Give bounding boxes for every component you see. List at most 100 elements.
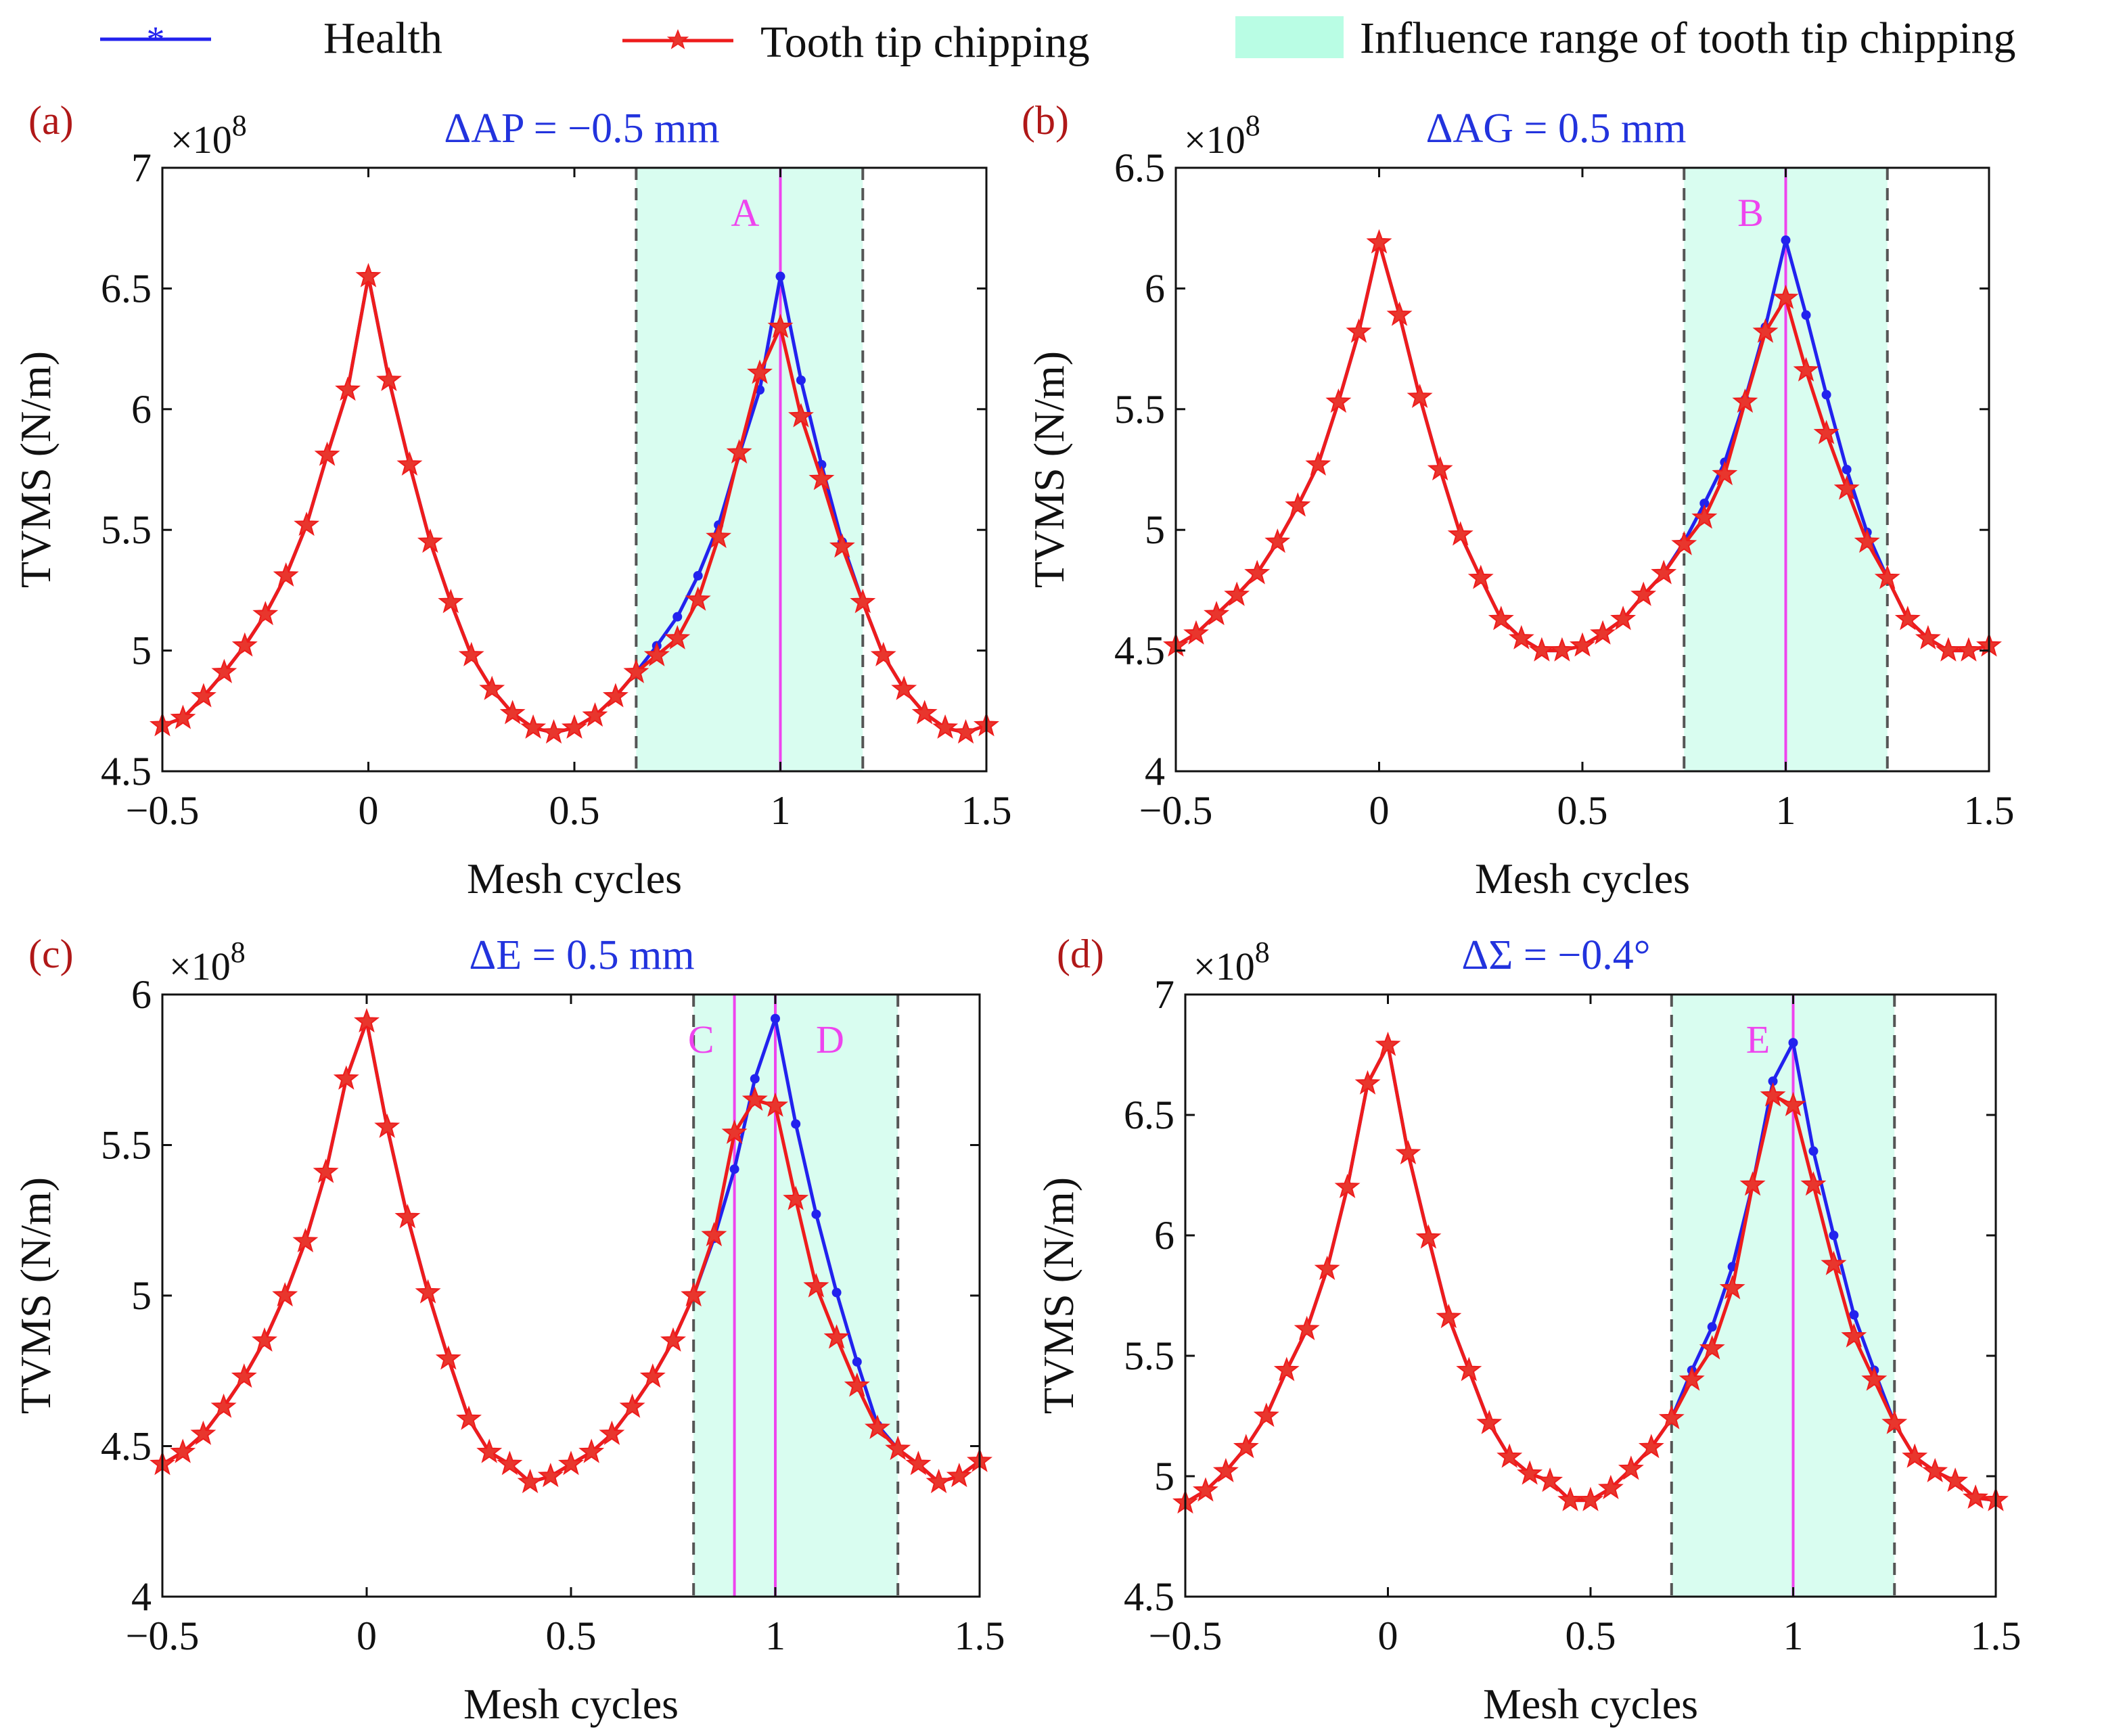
health-point	[1849, 1310, 1859, 1320]
health-point	[1801, 310, 1811, 320]
chipping-point	[660, 1327, 686, 1352]
health-point	[1781, 235, 1791, 246]
chipping-point	[272, 1282, 298, 1307]
x-tick-label: 0	[359, 788, 379, 833]
chipping-point	[885, 1435, 911, 1461]
chipping-point	[1375, 1031, 1401, 1056]
chipping-point	[623, 658, 649, 683]
x-tick-label: 0.5	[1566, 1614, 1616, 1658]
chipping-point	[1386, 301, 1413, 326]
chipping-point	[599, 1420, 625, 1445]
chipping-point	[850, 589, 876, 614]
chipping-point	[1488, 606, 1514, 631]
chipping-point	[911, 700, 938, 725]
chipping-point	[1204, 601, 1230, 626]
x-tick-label: 1.5	[1971, 1614, 2021, 1658]
chipping-point	[541, 718, 567, 744]
chipping-point	[1285, 492, 1311, 517]
chipping-point	[726, 439, 752, 464]
panel-title: ΔΣ = −0.4°	[1461, 932, 1650, 978]
chipping-point	[1447, 521, 1473, 546]
chipping-point	[1618, 1455, 1644, 1480]
health-point	[771, 1013, 780, 1024]
y-tick-label: 5.5	[101, 507, 152, 552]
chipping-point	[517, 1468, 543, 1494]
health-point	[791, 1119, 801, 1129]
chipping-point	[1427, 456, 1453, 481]
y-axis-label: TVMS (N/m)	[1034, 1177, 1082, 1414]
chipping-point	[932, 714, 959, 739]
health-point	[693, 570, 703, 580]
chipping-point	[1780, 1091, 1806, 1116]
chipping-point	[1658, 1404, 1685, 1430]
chipping-point	[1719, 1275, 1745, 1300]
x-tick-label: 1.5	[955, 1614, 1005, 1658]
chipping-point	[497, 1451, 523, 1476]
panel-title: ΔAG = 0.5 mm	[1426, 106, 1687, 152]
chipping-point	[1224, 581, 1250, 606]
chipping-point	[1915, 624, 1941, 649]
y-tick-label: 6.5	[101, 266, 152, 311]
influence-range	[1671, 995, 1895, 1597]
chipping-point	[231, 632, 258, 657]
chipping-point	[1760, 1082, 1786, 1107]
panel-label: (b)	[1022, 98, 1069, 143]
y-exponent: ×108	[1193, 936, 1270, 988]
chipping-point	[926, 1468, 952, 1494]
chipping-point	[1305, 451, 1331, 476]
x-tick-label: 0.5	[549, 788, 600, 833]
chipping-point	[788, 403, 814, 428]
y-tick-label: 4.5	[1114, 629, 1165, 673]
y-tick-label: 7	[131, 145, 152, 190]
chipping-point	[1273, 1356, 1300, 1381]
chipping-point	[417, 528, 443, 553]
chipping-point	[1476, 1409, 1503, 1434]
chipping-point	[435, 1345, 461, 1370]
chipping-point	[190, 1420, 216, 1445]
chipping-point	[578, 1438, 605, 1463]
y-tick-label: 5.5	[101, 1123, 152, 1168]
chipping-point	[335, 376, 361, 401]
x-tick-label: −0.5	[126, 1614, 200, 1658]
chipping-point	[1193, 1477, 1218, 1502]
fault-label-A: A	[731, 191, 760, 235]
chipping-point	[1456, 1356, 1482, 1381]
fault-label-C: C	[688, 1018, 714, 1061]
chipping-point	[1264, 528, 1291, 553]
chipping-point	[1346, 318, 1372, 343]
chipping-point	[294, 511, 320, 536]
chipping-point	[1861, 1366, 1888, 1391]
chipping-point	[803, 1273, 829, 1298]
x-axis-label: Mesh cycles	[1475, 854, 1690, 903]
panel-label: (a)	[28, 98, 74, 143]
chipping-point	[210, 1393, 237, 1418]
y-tick-label: 5	[131, 629, 152, 673]
y-tick-label: 4.5	[101, 749, 152, 794]
chipping-point	[823, 1324, 850, 1349]
chipping-point	[520, 714, 547, 739]
chipping-point	[333, 1065, 359, 1090]
chipping-point	[1496, 1443, 1523, 1468]
chipping-point	[1517, 1460, 1543, 1485]
chipping-point	[1773, 284, 1799, 309]
panel-c: C D −0.5 0 0.5 1 1.5 4 4.5 5 5.5 6 Mesh cycles TVMS (…	[12, 932, 1005, 1728]
fault-label-E: E	[1746, 1018, 1770, 1061]
x-tick-label: 1	[771, 788, 791, 833]
y-tick-label: 4	[131, 1574, 152, 1619]
chipping-point	[1294, 1315, 1320, 1340]
chipping-point	[1671, 530, 1697, 555]
chipping-point	[844, 1372, 870, 1397]
chipping-point	[1699, 1335, 1725, 1360]
chipping-point	[1630, 581, 1657, 606]
chipping-point	[1578, 1486, 1603, 1511]
x-tick-label: 0.5	[546, 1614, 597, 1658]
x-tick-label: 0	[1378, 1614, 1398, 1658]
health-point	[1707, 1322, 1717, 1332]
x-tick-label: −0.5	[1139, 788, 1213, 833]
health-point	[852, 1356, 862, 1367]
chipping-point	[1881, 1409, 1908, 1434]
y-tick-label: 4.5	[1124, 1574, 1174, 1619]
chipping-point	[1833, 475, 1860, 500]
panel-b: B −0.5 0 0.5 1 1.5 4 4.5 5 5.5 6 6.5 Mesh cycles TVMS…	[1022, 98, 2015, 903]
